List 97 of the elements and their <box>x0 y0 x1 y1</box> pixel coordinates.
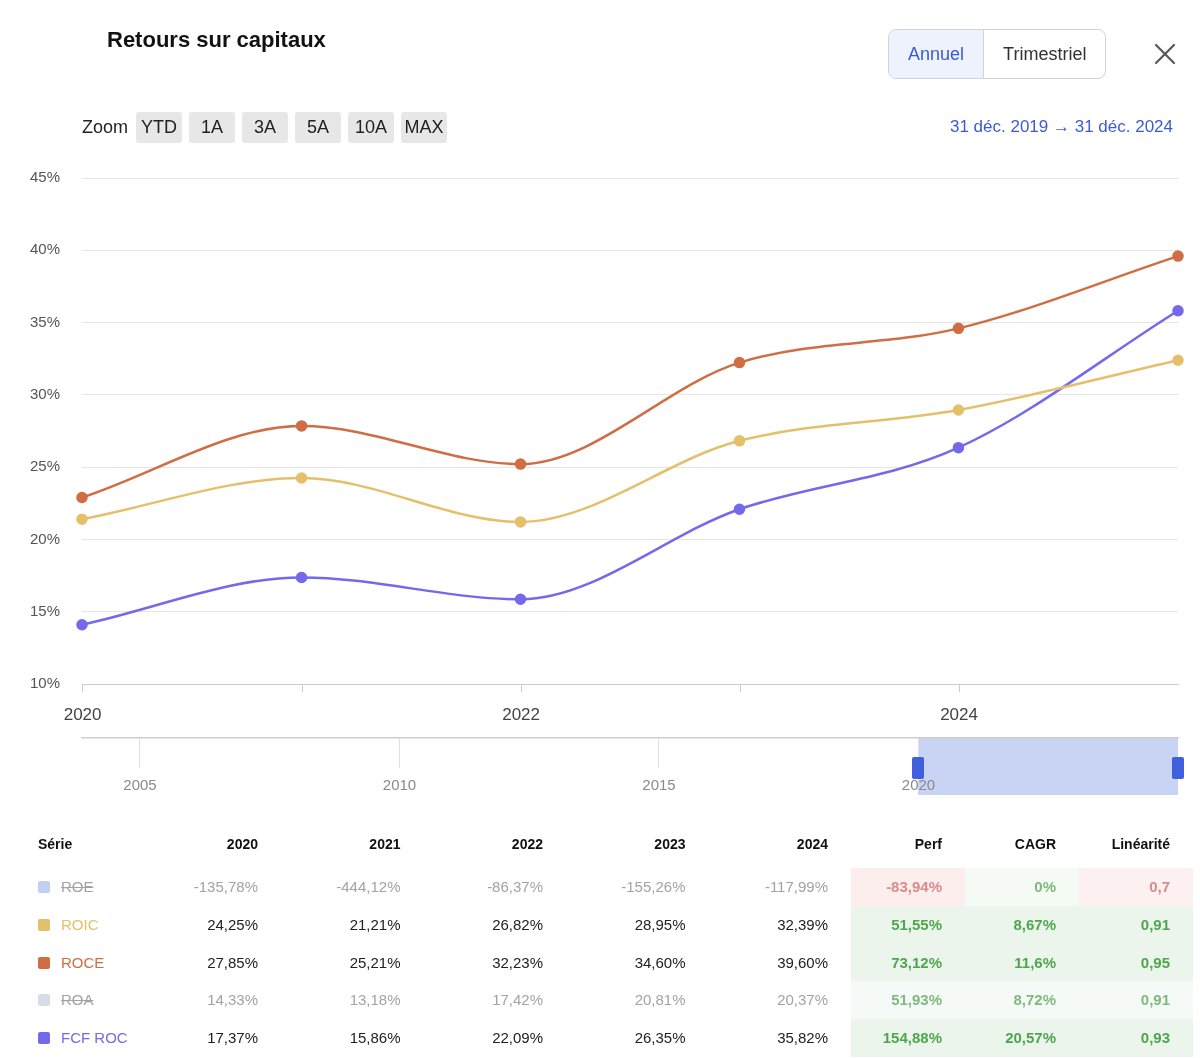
y-tick-label: 10% <box>29 674 60 692</box>
data-label: 0,91 <box>1140 915 1170 934</box>
data-label: 11,6% <box>1014 953 1056 972</box>
data-label: -86,37% <box>487 878 543 896</box>
data-label: 32,23% <box>492 953 543 972</box>
data-label: 51,93% <box>891 991 942 1010</box>
data-label: 26,35% <box>634 1029 686 1047</box>
point <box>1172 354 1184 367</box>
data-label: 15,86% <box>349 1029 401 1047</box>
x-tick-label: 2020 <box>226 836 258 852</box>
data-label: 0,95 <box>1140 953 1170 972</box>
x-tick-label: 2021 <box>369 836 401 852</box>
x-tick-label: 2022 <box>502 704 541 724</box>
y-tick-label: ROIC <box>61 915 99 934</box>
point <box>76 491 88 504</box>
data-label: 28,95% <box>634 915 686 934</box>
data-label: 8,72% <box>1013 991 1056 1010</box>
y-tick-label: 15% <box>29 601 60 619</box>
y-tick-label: 35% <box>29 312 60 330</box>
data-label: 51,55% <box>891 915 942 934</box>
x2-tick-label: 2005 <box>123 776 157 794</box>
data-label: 17,42% <box>492 991 543 1010</box>
data-label: 32,39% <box>777 915 828 934</box>
segmented-control: Annuel Trimestriel <box>888 29 1107 79</box>
data-label: 0,93 <box>1140 1029 1170 1047</box>
x-tick-label: 2020 <box>63 704 102 724</box>
data-label: 22,09% <box>492 1029 543 1047</box>
zoom-button: 5A <box>295 112 341 143</box>
point <box>733 503 746 515</box>
data-label: -444,12% <box>336 878 401 896</box>
data-label: 20,81% <box>634 991 686 1010</box>
data-label: 8,67% <box>1013 915 1056 934</box>
chart-title: Retours sur capitaux <box>107 27 326 53</box>
data-label: 0,91 <box>1140 991 1170 1010</box>
point <box>952 404 965 416</box>
point <box>733 356 746 369</box>
x-tick-label: 2023 <box>654 836 686 852</box>
point <box>733 435 746 447</box>
y-axis-title: Série <box>38 836 73 852</box>
data-label: 20,57% <box>1005 1029 1056 1047</box>
y-tick-label: ROE <box>61 878 94 896</box>
point <box>295 472 308 484</box>
zoom-button: YTD <box>136 112 182 143</box>
y-tick-label: 45% <box>29 168 60 186</box>
point <box>514 516 527 528</box>
data-label: -155,26% <box>621 878 686 896</box>
data-label: -135,78% <box>193 878 258 896</box>
data-label: 20,37% <box>777 991 828 1010</box>
data-label: 27,85% <box>207 953 258 972</box>
data-label: 154,88% <box>882 1029 942 1047</box>
data-label: 17,37% <box>207 1029 258 1047</box>
data-label: 25,21% <box>349 953 401 972</box>
x-tick-label: Linéarité <box>1111 836 1170 852</box>
data-label: -83,94% <box>886 878 942 896</box>
data-label: 14,33% <box>207 991 258 1010</box>
y-tick-label: ROCE <box>61 953 105 972</box>
point <box>295 420 308 432</box>
x-tick-label: Perf <box>914 836 942 852</box>
x-tick-label: 2022 <box>511 836 543 852</box>
y-tick-label: 30% <box>29 385 60 402</box>
zoom-button: 1A <box>189 112 235 143</box>
y-tick-label: 25% <box>29 457 60 475</box>
point <box>76 513 88 525</box>
data-label: -117,99% <box>764 878 828 896</box>
x-tick-label: 2024 <box>940 704 978 724</box>
point <box>295 571 308 584</box>
data-label: 21,21% <box>349 915 401 934</box>
point <box>952 441 965 454</box>
chart-subtitle: 31 déc. 2019 → 31 déc. 2024 <box>949 117 1173 137</box>
point <box>1172 250 1184 262</box>
x-tick-label: CAGR <box>1014 836 1056 852</box>
y-tick-label: 20% <box>29 529 60 547</box>
x2-tick-label: 2015 <box>642 776 676 794</box>
y-tick-label: 40% <box>29 240 60 258</box>
data-label: 34,60% <box>634 953 686 972</box>
data-label: 0,7 <box>1149 878 1170 896</box>
y-tick-label: FCF ROC <box>61 1029 128 1047</box>
x2-tick-label: 2020 <box>901 776 936 794</box>
data-label: 73,12% <box>891 953 942 972</box>
point <box>514 458 527 470</box>
data-label: 0% <box>1034 878 1056 896</box>
data-label: 26,82% <box>492 915 543 934</box>
data-label: 24,25% <box>207 915 258 934</box>
point <box>1172 304 1184 317</box>
data-label: 35,82% <box>777 1029 828 1047</box>
data-label: 13,18% <box>349 991 401 1010</box>
x-tick-label: 2024 <box>796 836 828 852</box>
zoom-button: 10A <box>348 112 394 143</box>
data-label: 39,60% <box>777 953 828 972</box>
zoom-button: 3A <box>242 112 288 143</box>
point <box>76 618 88 631</box>
y-tick-label: ROA <box>61 991 94 1010</box>
text: Zoom <box>82 116 129 139</box>
x2-tick-label: 2010 <box>382 776 417 794</box>
point <box>952 322 965 335</box>
zoom-button: MAX <box>401 112 447 143</box>
point <box>514 593 527 606</box>
